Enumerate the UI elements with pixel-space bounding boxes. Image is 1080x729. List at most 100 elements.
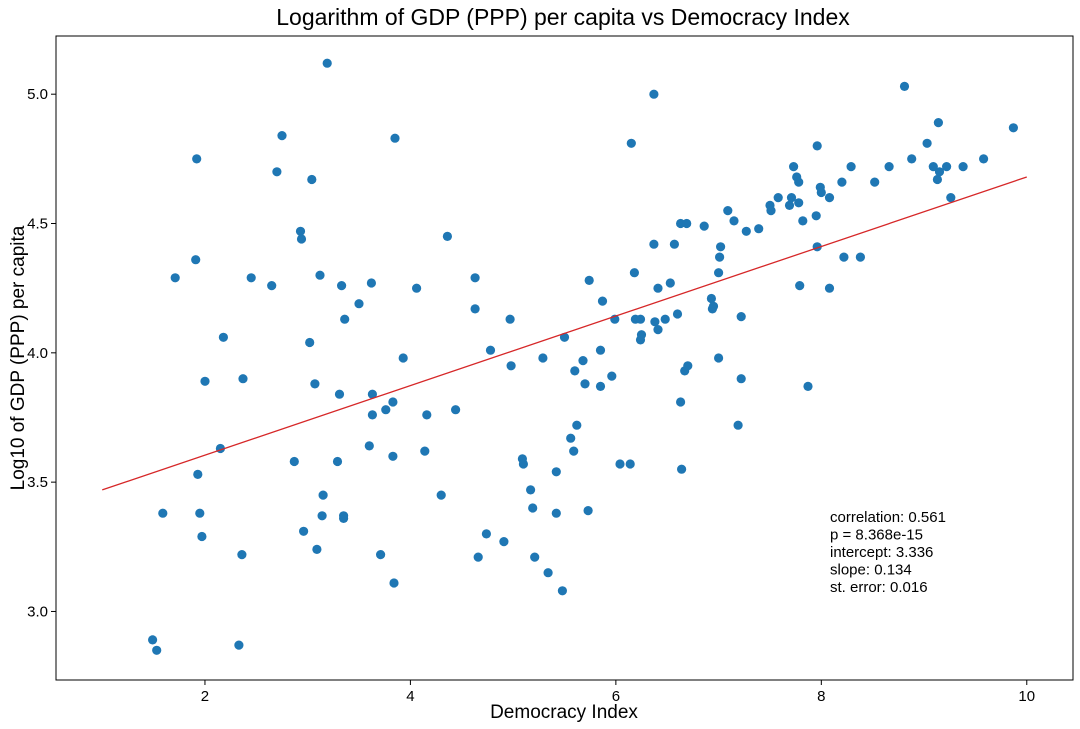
scatter-point xyxy=(839,252,849,262)
scatter-point xyxy=(572,420,582,430)
scatter-point xyxy=(388,451,398,461)
x-axis-label: Democracy Index xyxy=(490,702,638,723)
scatter-point xyxy=(677,464,687,474)
scatter-point xyxy=(714,353,724,363)
scatter-point xyxy=(816,187,826,198)
scatter-point xyxy=(295,226,306,236)
scatter-point xyxy=(551,467,561,477)
scatter-point xyxy=(626,138,636,148)
scatter-point xyxy=(566,433,576,443)
scatter-point xyxy=(932,174,943,185)
scatter-point xyxy=(559,332,570,342)
scatter-point xyxy=(650,317,660,327)
scatter-point xyxy=(436,490,446,500)
scatter-point xyxy=(340,314,350,324)
scatter-point xyxy=(422,410,432,420)
regression-line xyxy=(102,176,1027,491)
scatter-point xyxy=(530,552,540,562)
scatter-point xyxy=(629,268,640,278)
scatter-point xyxy=(442,231,452,241)
scatter-point xyxy=(649,239,659,249)
scatter-point xyxy=(928,162,938,172)
scatter-point xyxy=(1008,123,1019,133)
scatter-point xyxy=(551,508,561,518)
scatter-point xyxy=(615,459,625,469)
scatter-point xyxy=(741,226,751,236)
scatter-point xyxy=(234,640,244,650)
scatter-point xyxy=(716,242,726,252)
scatter-point xyxy=(766,206,776,216)
scatter-point xyxy=(317,511,327,521)
scatter-point xyxy=(649,89,659,99)
scatter-point xyxy=(518,459,529,469)
scatter-point xyxy=(723,206,733,216)
scatter-point xyxy=(481,529,491,539)
scatter-point xyxy=(855,252,866,262)
x-tick-label: 8 xyxy=(817,688,825,705)
scatter-point xyxy=(607,371,617,381)
scatter-point xyxy=(296,234,307,244)
stats-annotation-line: intercept: 3.336 xyxy=(830,544,933,561)
scatter-point xyxy=(706,293,717,304)
scatter-point xyxy=(570,366,580,376)
scatter-point xyxy=(200,376,210,386)
scatter-point xyxy=(289,456,299,467)
scatter-point xyxy=(899,81,910,91)
scatter-point xyxy=(569,446,579,456)
scatter-point xyxy=(505,314,515,324)
scatter-point xyxy=(538,353,548,363)
scatter-point xyxy=(367,410,377,420)
scatter-point xyxy=(736,374,746,384)
scatter-point xyxy=(812,141,822,151)
scatter-point xyxy=(310,379,320,389)
scatter-point xyxy=(958,162,968,172)
scatter-point xyxy=(736,312,746,322)
scatter-point xyxy=(942,162,952,172)
scatter-point xyxy=(665,278,675,288)
scatter-point xyxy=(339,511,349,521)
y-axis-label: Log10 of GDP (PPP) per capita xyxy=(8,225,29,490)
scatter-point xyxy=(597,296,608,306)
scatter-point xyxy=(192,154,202,164)
scatter-point xyxy=(653,325,663,335)
x-axis-ticks: 2 4 6 8 10 xyxy=(201,680,1035,705)
scatter-point xyxy=(583,506,593,516)
scatter-point xyxy=(669,239,680,249)
scatter-point xyxy=(315,270,325,280)
scatter-point xyxy=(672,309,683,319)
scatter-point xyxy=(485,345,496,355)
scatter-point xyxy=(191,255,201,265)
scatter-point xyxy=(299,526,309,536)
scatter-point xyxy=(786,193,797,203)
scatter-point xyxy=(420,446,430,456)
scatter-point xyxy=(197,531,207,542)
scatter-point xyxy=(238,374,248,384)
scatter-point xyxy=(811,211,821,221)
scatter-point xyxy=(246,273,256,283)
scatter-point xyxy=(506,361,516,371)
scatter-point xyxy=(390,133,400,143)
scatter-point xyxy=(499,537,509,547)
scatter-point xyxy=(946,193,956,203)
scatter-point xyxy=(193,469,203,479)
scatter-point xyxy=(557,586,568,596)
scatter-point xyxy=(635,314,646,324)
scatter-point xyxy=(389,578,399,588)
x-tick-label: 4 xyxy=(406,688,414,705)
scatter-point xyxy=(708,301,719,311)
scatter-point xyxy=(907,154,917,164)
scatter-point xyxy=(933,118,944,128)
scatter-point xyxy=(473,552,483,562)
scatter-point xyxy=(636,330,647,340)
scatter-point xyxy=(798,216,808,226)
y-tick-label: 5.0 xyxy=(27,86,48,103)
scatter-point xyxy=(824,193,835,203)
scatter-point xyxy=(683,361,693,371)
scatter-point xyxy=(715,252,725,262)
scatter-point xyxy=(195,508,205,518)
scatter-point xyxy=(543,568,553,578)
scatter-point xyxy=(170,273,180,283)
scatter-point xyxy=(272,167,282,177)
